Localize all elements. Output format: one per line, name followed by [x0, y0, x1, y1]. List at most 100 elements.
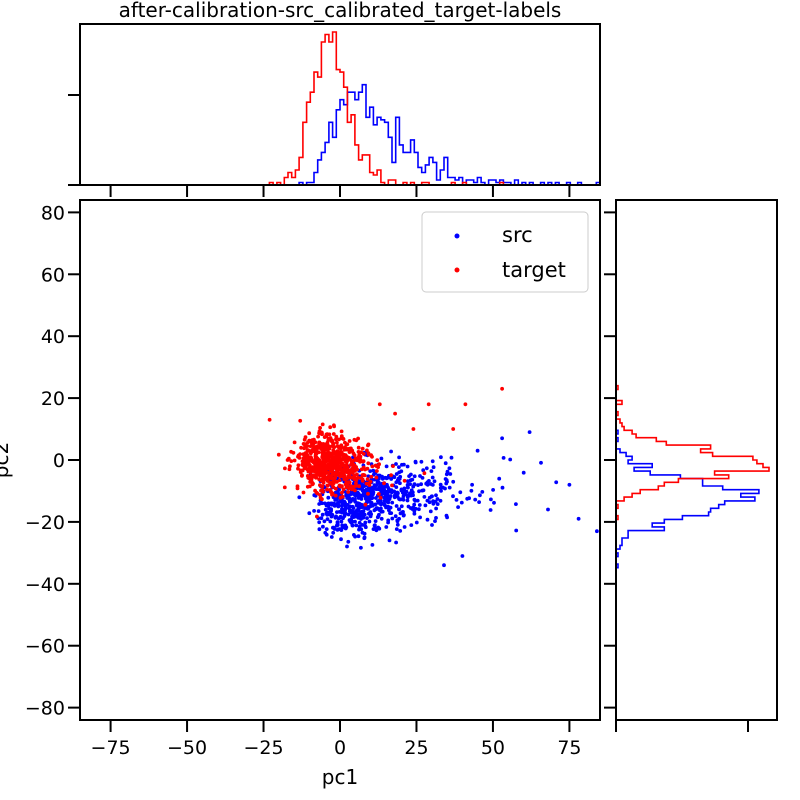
scatter-point-src	[445, 469, 450, 474]
scatter-point-src	[470, 482, 474, 487]
scatter-point-target	[298, 470, 303, 474]
scatter-point-target	[314, 458, 319, 463]
scatter-point-src	[323, 530, 328, 535]
scatter-point-src	[345, 494, 349, 499]
scatter-point-target	[317, 429, 322, 433]
scatter-point-target	[304, 444, 308, 449]
scatter-point-src	[324, 503, 329, 508]
scatter-point-src	[387, 508, 391, 513]
scatter-point-target	[347, 472, 352, 476]
scatter-point-src	[401, 513, 406, 518]
scatter-point-target	[321, 478, 325, 482]
scatter-point-target	[328, 437, 333, 442]
scatter-point-target	[300, 473, 304, 477]
scatter-point-target	[366, 461, 371, 466]
scatter-point-src	[402, 525, 407, 529]
scatter-point-src	[350, 523, 355, 528]
scatter-point-src	[392, 493, 397, 498]
scatter-point-src	[382, 495, 387, 500]
scatter-point-src	[396, 491, 400, 496]
scatter-point-src	[389, 477, 394, 481]
scatter-point-target	[303, 452, 307, 457]
scatter-point-src	[346, 539, 351, 544]
scatter-point-src	[489, 497, 493, 502]
scatter-point-target	[369, 453, 373, 458]
scatter-point-src	[345, 503, 350, 507]
scatter-point-src	[405, 464, 410, 469]
scatter-point-src	[480, 490, 485, 494]
scatter-point-src	[382, 484, 387, 489]
scatter-point-src	[397, 465, 401, 469]
scatter-point-target	[349, 461, 354, 465]
scatter-point-src	[467, 496, 471, 501]
scatter-point-src	[347, 506, 351, 511]
scatter-point-src	[393, 514, 398, 519]
scatter-point-src	[395, 522, 400, 527]
scatter-point-src	[389, 511, 394, 515]
scatter-point-src	[331, 530, 336, 535]
scatter-point-target	[391, 464, 395, 468]
scatter-point-src	[409, 492, 413, 497]
legend: src target	[421, 211, 589, 293]
scatter-point-src	[442, 563, 446, 568]
scatter-point-src	[382, 499, 387, 503]
scatter-point-src	[340, 523, 345, 528]
scatter-point-src	[360, 523, 365, 527]
scatter-point-src	[443, 461, 448, 466]
scatter-point-src	[331, 525, 336, 530]
scatter-point-src	[394, 504, 399, 508]
scatter-point-target	[343, 445, 347, 449]
scatter-point-src	[320, 512, 325, 517]
scatter-point-src	[373, 523, 377, 528]
scatter-point-target	[382, 481, 386, 486]
scatter-point-src	[317, 527, 322, 532]
scatter-point-src	[444, 513, 449, 518]
scatter-point-src	[359, 545, 363, 550]
scatter-point-src	[399, 488, 404, 492]
scatter-point-src	[477, 500, 481, 504]
y-axis-title: pc2	[0, 442, 13, 478]
scatter-point-src	[417, 489, 421, 494]
legend-marker-target	[454, 267, 460, 273]
scatter-point-src	[409, 472, 413, 477]
scatter-point-src	[508, 457, 513, 462]
scatter-point-src	[425, 517, 430, 522]
scatter-point-src	[423, 503, 428, 508]
scatter-point-target	[331, 470, 335, 475]
scatter-point-src	[427, 500, 432, 505]
scatter-point-target	[375, 469, 379, 473]
scatter-point-target	[370, 464, 375, 469]
scatter-point-src	[347, 499, 352, 504]
scatter-point-src	[321, 524, 325, 529]
scatter-point-src	[447, 485, 452, 490]
scatter-point-target	[305, 467, 310, 472]
scatter-point-target	[306, 448, 311, 453]
scatter-point-src	[405, 495, 410, 500]
scatter-point-src	[354, 523, 359, 528]
scatter-point-src	[399, 497, 404, 502]
scatter-point-target	[325, 440, 330, 445]
scatter-point-src	[325, 510, 330, 515]
scatter-point-target	[327, 465, 332, 470]
scatter-point-target	[346, 486, 351, 491]
scatter-point-src	[449, 455, 454, 460]
scatter-point-src	[492, 500, 496, 505]
scatter-point-src	[412, 474, 417, 479]
scatter-point-target	[323, 446, 328, 451]
scatter-point-src	[473, 497, 478, 502]
y-tick-label: 80	[41, 202, 65, 224]
scatter-point-src	[330, 502, 334, 507]
scatter-point-target	[292, 458, 297, 463]
scatter-point-target	[311, 440, 316, 444]
scatter-point-target	[298, 418, 303, 423]
scatter-point-src	[595, 529, 599, 534]
scatter-point-src	[448, 472, 453, 476]
scatter-point-target	[291, 450, 296, 455]
scatter-point-target	[335, 440, 339, 445]
scatter-point-target	[311, 473, 316, 478]
scatter-point-target	[368, 479, 373, 484]
x-tick-label: 75	[557, 737, 581, 759]
scatter-point-src	[373, 507, 378, 512]
scatter-point-src	[459, 500, 464, 505]
scatter-point-src	[418, 474, 422, 478]
